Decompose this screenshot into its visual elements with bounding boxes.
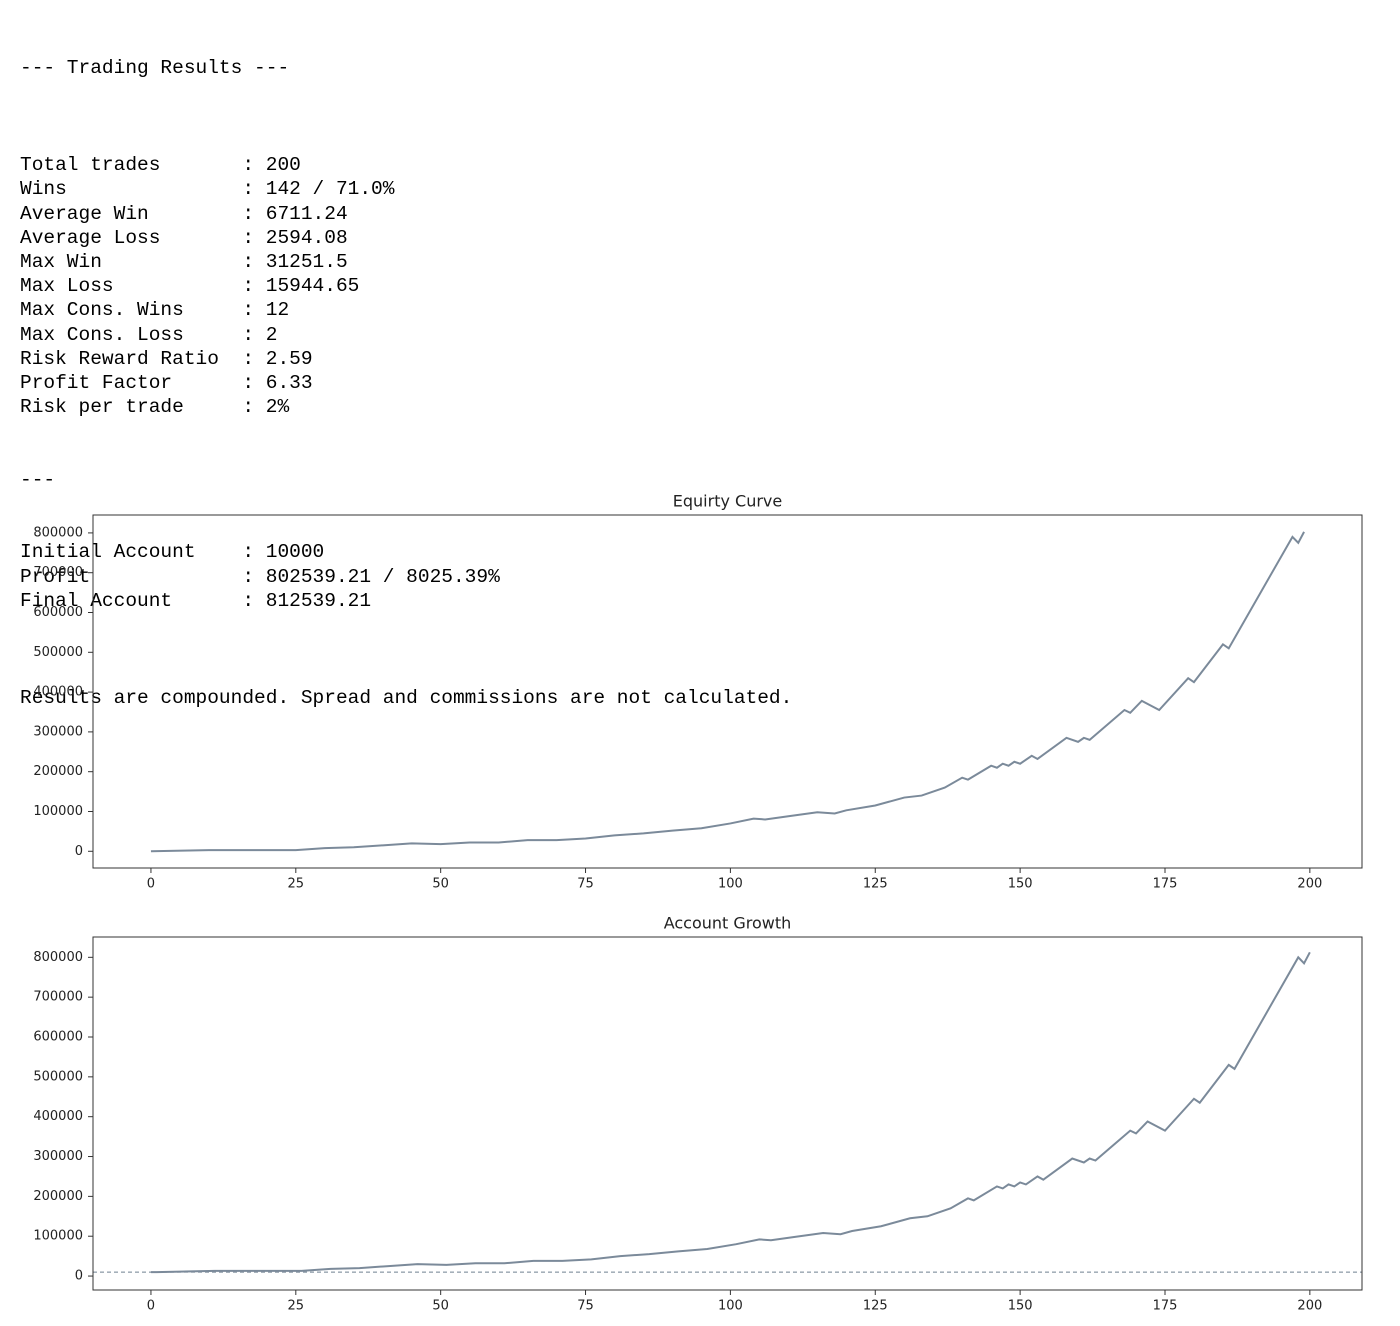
stats: Total trades : 200 Wins : 142 / 71.0% Aver… [20,153,792,419]
x-tick-label: 75 [577,877,594,892]
report-line: Max Cons. Wins : 12 [20,299,290,322]
y-tick-label: 600000 [33,605,83,620]
report-line: Average Win : 6711.24 [20,202,348,225]
y-tick-label: 200000 [33,764,83,779]
report-line: Profit : 802539.21 / 8025.39% [20,565,500,588]
x-tick-label: 100 [718,1299,743,1314]
y-tick-label: 500000 [33,645,83,660]
x-tick-label: 50 [432,1299,449,1314]
separator: --- [20,468,56,491]
chart-title: Equirty Curve [673,492,782,511]
report-line: Average Loss : 2594.08 [20,226,348,249]
y-tick-label: 0 [75,844,83,859]
note: Results are compounded. Spread and commi… [20,686,793,709]
plot-frame [92,514,1363,869]
report-line: Risk Reward Ratio : 2.59 [20,347,313,370]
x-tick-label: 0 [147,1299,155,1314]
report-title: --- Trading Results --- [20,57,290,80]
y-tick-label: 400000 [33,685,83,700]
report-line: Max Win : 31251.5 [20,251,348,274]
x-tick-label: 25 [288,877,305,892]
y-tick-label: 300000 [33,1149,83,1164]
report-line: Profit Factor : 6.33 [20,372,313,395]
y-tick-label: 800000 [33,950,83,965]
account: Initial Account : 10000 Profit : 802539.2… [20,540,792,613]
y-tick-label: 200000 [33,1189,83,1204]
equity-line [150,951,1311,1274]
y-tick-label: 800000 [33,525,83,540]
y-tick-label: 100000 [33,804,83,819]
report-line: Risk per trade : 2% [20,396,290,419]
chart-title: Account Growth [664,914,792,933]
y-tick-label: 500000 [33,1069,83,1084]
report-line: Initial Account : 10000 [20,541,325,564]
report-line: Max Cons. Loss : 2 [20,323,278,346]
x-tick-label: 175 [1153,877,1178,892]
x-tick-label: 125 [863,877,888,892]
x-tick-label: 50 [432,877,449,892]
x-tick-label: 100 [718,877,743,892]
report-line: Wins : 142 / 71.0% [20,178,395,201]
y-tick-label: 0 [75,1269,83,1284]
x-tick-label: 200 [1297,1299,1322,1314]
report-line: Total trades : 200 [20,154,301,177]
y-tick-label: 700000 [33,565,83,580]
x-tick-label: 150 [1008,877,1033,892]
equity-line [150,531,1305,853]
report: --- Trading Results --- Total trades : 2… [20,8,792,734]
y-tick-label: 700000 [33,990,83,1005]
x-tick-label: 125 [863,1299,888,1314]
report-line: Final Account : 812539.21 [20,589,372,612]
x-tick-label: 75 [577,1299,594,1314]
x-tick-label: 0 [147,877,155,892]
y-tick-label: 600000 [33,1030,83,1045]
x-tick-label: 200 [1297,877,1322,892]
y-tick-label: 300000 [33,724,83,739]
x-tick-label: 150 [1008,1299,1033,1314]
y-tick-label: 100000 [33,1229,83,1244]
x-tick-label: 25 [288,1299,305,1314]
plot-frame [92,936,1363,1291]
report-line: Max Loss : 15944.65 [20,275,360,298]
y-tick-label: 400000 [33,1109,83,1124]
x-tick-label: 175 [1153,1299,1178,1314]
